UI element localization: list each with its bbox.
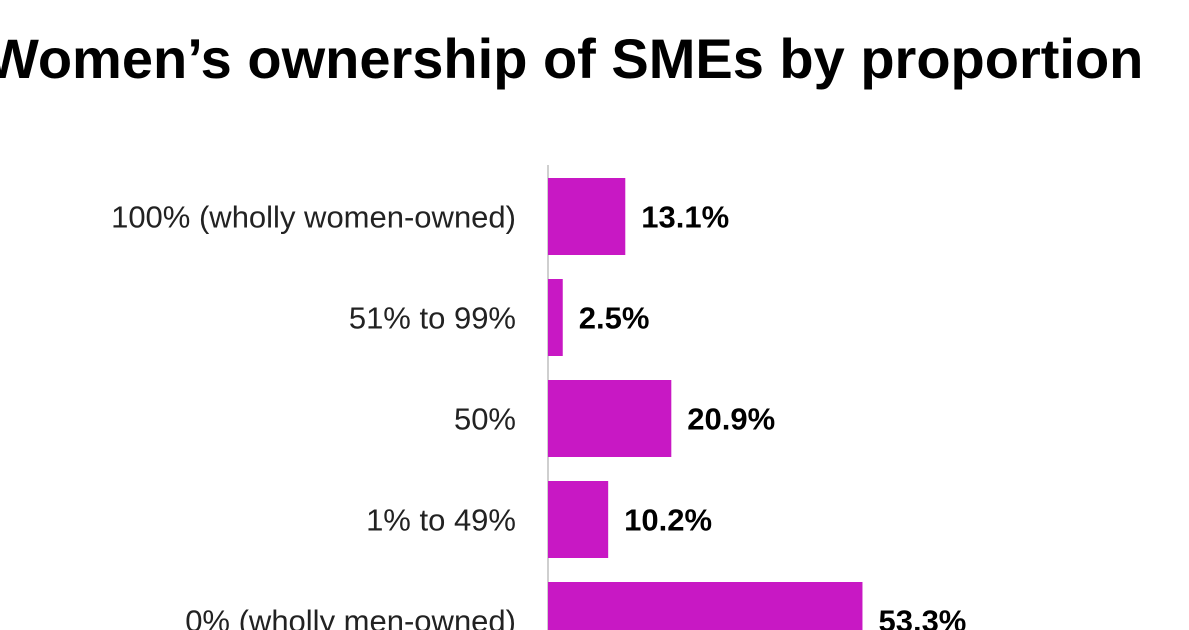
category-label: 51% to 99% <box>349 301 516 336</box>
data-label: 2.5% <box>579 301 650 336</box>
data-label: 53.3% <box>878 604 966 630</box>
data-label: 20.9% <box>687 402 775 437</box>
category-label: 100% (wholly women-owned) <box>111 200 516 235</box>
bar <box>548 481 609 558</box>
bar <box>548 582 863 630</box>
chart-marks: 100% (wholly women-owned) 13.1% 51% to 99%… <box>111 178 966 630</box>
bar <box>548 279 563 356</box>
category-label: 0% (wholly men-owned) <box>185 604 516 630</box>
bar <box>548 380 672 457</box>
data-label: 13.1% <box>641 200 729 235</box>
bar <box>548 178 626 255</box>
category-label: 1% to 49% <box>366 503 516 538</box>
category-label: 50% <box>454 402 516 437</box>
chart-title: Women’s ownership of SMEs by proportion <box>0 27 1143 90</box>
data-label: 10.2% <box>624 503 712 538</box>
